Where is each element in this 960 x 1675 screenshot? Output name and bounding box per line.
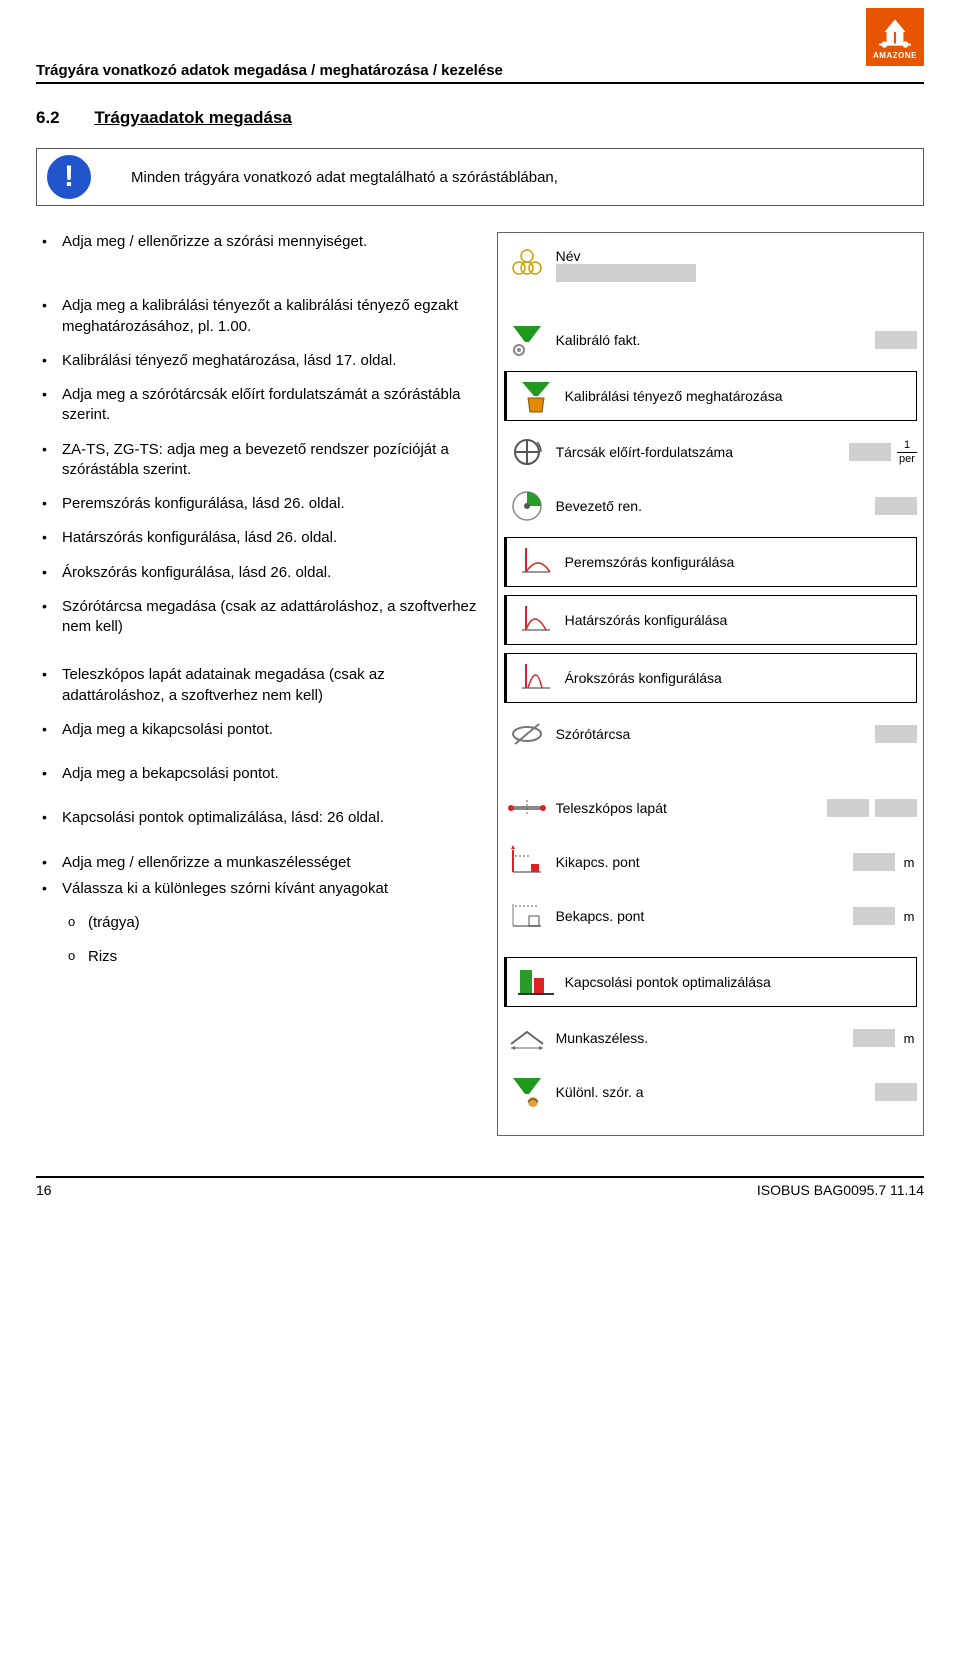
row-name: Név <box>504 243 917 289</box>
row-calfactor: Kalibráló fakt. <box>504 317 917 363</box>
list-item: Adja meg a kikapcsolási pontot. <box>40 720 481 740</box>
row-special: Különl. szór. a <box>504 1069 917 1115</box>
info-icon: ! <box>47 155 91 199</box>
label: Peremszórás konfigurálása <box>559 554 910 570</box>
value-field[interactable] <box>853 907 895 925</box>
list-item: Válassza ki a különleges szórni kívánt a… <box>40 879 481 899</box>
value-field[interactable] <box>849 443 891 461</box>
doc-id: ISOBUS BAG0095.7 11.14 <box>757 1182 924 1198</box>
row-border[interactable]: Határszórás konfigurálása <box>504 595 917 645</box>
label: Tárcsák előírt-fordulatszáma <box>550 444 849 460</box>
section-name: Trágyaadatok megadása <box>94 108 291 127</box>
list-item: Peremszórás konfigurálása, lásd 26. olda… <box>40 494 481 514</box>
page-footer: 16 ISOBUS BAG0095.7 11.14 <box>36 1176 924 1198</box>
unit: 1 per <box>897 440 917 465</box>
special-material-icon <box>504 1072 550 1112</box>
row-swopt[interactable]: Kapcsolási pontok optimalizálása <box>504 957 917 1007</box>
label: Határszórás konfigurálása <box>559 612 910 628</box>
list-item: Kapcsolási pontok optimalizálása, lásd: … <box>40 808 481 828</box>
label: Munkaszéless. <box>550 1030 853 1046</box>
row-tele: Teleszkópos lapát <box>504 785 917 831</box>
brand-logo: AMAZONE <box>866 8 924 66</box>
rpm-icon <box>504 432 550 472</box>
parameter-panel: Név Kalibráló fakt. <box>497 232 924 1136</box>
label: Árokszórás konfigurálása <box>559 670 910 686</box>
bucket-icon <box>513 376 559 416</box>
label: Kalibráló fakt. <box>550 332 875 348</box>
row-rpm: Tárcsák előírt-fordulatszáma 1 per <box>504 429 917 475</box>
value-field[interactable] <box>875 725 917 743</box>
brand-text: AMAZONE <box>873 51 917 60</box>
instructions-list: Adja meg / ellenőrizze a szórási mennyis… <box>36 232 481 1136</box>
value-field[interactable] <box>875 331 917 349</box>
list-item: Adja meg / ellenőrizze a szórási mennyis… <box>40 232 481 252</box>
section-number: 6.2 <box>36 108 60 127</box>
on-point-icon <box>504 896 550 936</box>
row-caldet[interactable]: Kalibrálási tényező meghatározása <box>504 371 917 421</box>
inlet-icon <box>504 486 550 526</box>
row-on: Bekapcs. pont m <box>504 893 917 939</box>
telescopic-icon <box>504 788 550 828</box>
row-width: Munkaszéless. m <box>504 1015 917 1061</box>
unit: m <box>901 909 917 924</box>
off-point-icon <box>504 842 550 882</box>
sub-item: Rizs <box>66 947 481 967</box>
list-item: Teleszkópos lapát adatainak megadása (cs… <box>40 665 481 706</box>
section-title: 6.2 Trágyaadatok megadása <box>36 108 924 128</box>
perim-icon <box>513 542 559 582</box>
value-field[interactable] <box>853 1029 895 1047</box>
info-text: Minden trágyára vonatkozó adat megtalálh… <box>131 169 558 186</box>
list-item: Kalibrálási tényező meghatározása, lásd … <box>40 351 481 371</box>
list-item: Szórótárcsa megadása (csak az adattárolá… <box>40 597 481 638</box>
label: Kapcsolási pontok optimalizálása <box>559 974 910 990</box>
label: Név <box>556 248 917 264</box>
border-icon <box>513 600 559 640</box>
list-item: Adja meg a kalibrálási tényezőt a kalibr… <box>40 296 481 337</box>
value-field[interactable] <box>853 853 895 871</box>
trench-icon <box>513 658 559 698</box>
label: Teleszkópos lapát <box>550 800 827 816</box>
unit: m <box>901 1031 917 1046</box>
label: Szórótárcsa <box>550 726 875 742</box>
label: Bekapcs. pont <box>550 908 853 924</box>
value-field[interactable] <box>875 799 917 817</box>
row-off: Kikapcs. pont m <box>504 839 917 885</box>
label: Kikapcs. pont <box>550 854 853 870</box>
list-item: Árokszórás konfigurálása, lásd 26. oldal… <box>40 563 481 583</box>
value-field[interactable] <box>556 264 696 282</box>
label: Bevezető ren. <box>550 498 875 514</box>
content-columns: Adja meg / ellenőrizze a szórási mennyis… <box>36 232 924 1136</box>
switchpoint-icon <box>513 962 559 1002</box>
label: Kalibrálási tényező meghatározása <box>559 388 910 404</box>
list-item: Határszórás konfigurálása, lásd 26. olda… <box>40 528 481 548</box>
row-perim[interactable]: Peremszórás konfigurálása <box>504 537 917 587</box>
info-box: ! Minden trágyára vonatkozó adat megtalá… <box>36 148 924 206</box>
label: Különl. szór. a <box>550 1084 875 1100</box>
page-header: Trágyára vonatkozó adatok megadása / meg… <box>36 62 924 84</box>
sub-item: (trágya) <box>66 913 481 933</box>
value-field[interactable] <box>827 799 869 817</box>
row-disc: Szórótárcsa <box>504 711 917 757</box>
row-inlet: Bevezető ren. <box>504 483 917 529</box>
value-field[interactable] <box>875 497 917 515</box>
page-number: 16 <box>36 1182 52 1198</box>
list-item: Adja meg a szórótárcsák előírt fordulats… <box>40 385 481 426</box>
hopper-gear-icon <box>504 320 550 360</box>
list-item: Adja meg / ellenőrizze a munkaszélessége… <box>40 853 481 873</box>
list-item: Adja meg a bekapcsolási pontot. <box>40 764 481 784</box>
value-field[interactable] <box>875 1083 917 1101</box>
fertilizer-pile-icon <box>504 246 550 286</box>
row-trench[interactable]: Árokszórás konfigurálása <box>504 653 917 703</box>
width-icon <box>504 1018 550 1058</box>
disc-icon <box>504 714 550 754</box>
unit: m <box>901 855 917 870</box>
list-item: ZA-TS, ZG-TS: adja meg a bevezető rendsz… <box>40 440 481 481</box>
